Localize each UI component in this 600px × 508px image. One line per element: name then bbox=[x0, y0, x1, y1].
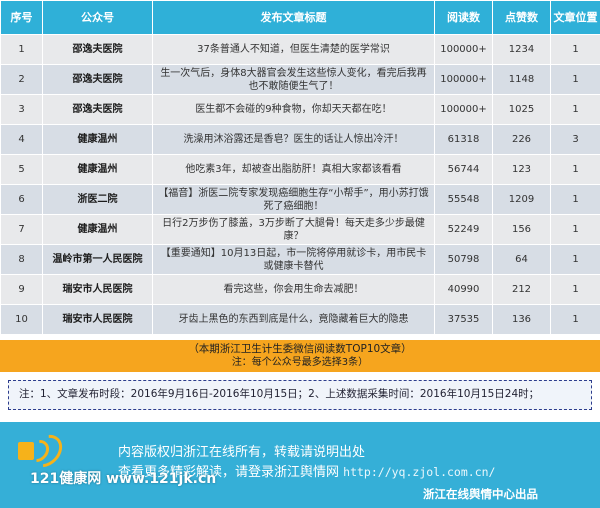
row-title: 日行2万步伤了膝盖，3万步断了大腿骨！每天走多少步最健康？ bbox=[152, 214, 435, 245]
more-info-line: 查看更多精彩解读，请登录浙江舆情网 http://yq.zjol.com.cn/ bbox=[118, 461, 495, 480]
row-position: 1 bbox=[550, 184, 600, 215]
row-account: 健康温州 bbox=[42, 154, 153, 185]
header-reads: 阅读数 bbox=[434, 0, 493, 35]
watermark: 121健康网 www.121jk.cn bbox=[30, 471, 217, 487]
table-row: 2 邵逸夫医院 生一次气后，身体8大器官会发生这些惊人变化，看完后我再也不敢随便… bbox=[0, 64, 600, 95]
header-title: 发布文章标题 bbox=[152, 0, 435, 35]
row-account: 瑞安市人民医院 bbox=[42, 274, 153, 305]
row-no: 3 bbox=[0, 94, 43, 125]
data-period-note: 注：1、文章发布时段：2016年9月16日-2016年10月15日；2、上述数据… bbox=[8, 380, 592, 410]
copyright-notice: 内容版权归浙江在线所有，转载请说明出处 bbox=[118, 445, 366, 460]
table-caption: （本期浙江卫生计生委微信阅读数TOP10文章） 注：每个公众号最多选择3条） bbox=[0, 340, 600, 372]
row-reads: 37535 bbox=[434, 304, 493, 335]
row-reads: 100000+ bbox=[434, 94, 493, 125]
row-reads: 50798 bbox=[434, 244, 493, 275]
row-no: 4 bbox=[0, 124, 43, 155]
row-likes: 212 bbox=[492, 274, 551, 305]
table-row: 5 健康温州 他吃素3年，却被查出脂肪肝！真相大家都该看看 56744 123 … bbox=[0, 154, 600, 185]
row-title: 看完这些，你会用生命去减肥！ bbox=[152, 274, 435, 305]
footer-banner: 内容版权归浙江在线所有，转载请说明出处 查看更多精彩解读，请登录浙江舆情网 ht… bbox=[0, 422, 600, 508]
row-account: 邵逸夫医院 bbox=[42, 34, 153, 65]
row-account: 健康温州 bbox=[42, 214, 153, 245]
row-likes: 226 bbox=[492, 124, 551, 155]
row-no: 2 bbox=[0, 64, 43, 95]
row-reads: 61318 bbox=[434, 124, 493, 155]
table-row: 7 健康温州 日行2万步伤了膝盖，3万步断了大腿骨！每天走多少步最健康？ 522… bbox=[0, 214, 600, 245]
table-header-row: 序号 公众号 发布文章标题 阅读数 点赞数 文章位置 bbox=[0, 0, 600, 35]
row-no: 9 bbox=[0, 274, 43, 305]
ranking-table-wrapper: 序号 公众号 发布文章标题 阅读数 点赞数 文章位置 1 邵逸夫医院 37条普通… bbox=[0, 0, 600, 335]
row-likes: 156 bbox=[492, 214, 551, 245]
row-reads: 100000+ bbox=[434, 64, 493, 95]
row-no: 8 bbox=[0, 244, 43, 275]
row-position: 1 bbox=[550, 304, 600, 335]
row-no: 6 bbox=[0, 184, 43, 215]
row-likes: 1148 bbox=[492, 64, 551, 95]
row-no: 1 bbox=[0, 34, 43, 65]
row-title: 生一次气后，身体8大器官会发生这些惊人变化，看完后我再也不敢随便生气了！ bbox=[152, 64, 435, 95]
row-no: 5 bbox=[0, 154, 43, 185]
caption-note: 注：每个公众号最多选择3条） bbox=[231, 357, 369, 368]
row-account: 浙医二院 bbox=[42, 184, 153, 215]
row-reads: 100000+ bbox=[434, 34, 493, 65]
row-reads: 55548 bbox=[434, 184, 493, 215]
speaker-icon bbox=[14, 428, 69, 474]
publisher-credit: 浙江在线舆情中心出品 bbox=[423, 487, 538, 501]
row-title: 洗澡用沐浴露还是香皂？医生的话让人惊出冷汗！ bbox=[152, 124, 435, 155]
row-position: 1 bbox=[550, 274, 600, 305]
row-title: 医生都不会碰的9种食物，你却天天都在吃！ bbox=[152, 94, 435, 125]
more-info-text: 查看更多精彩解读，请登录浙江舆情网 bbox=[118, 465, 340, 480]
table-row: 1 邵逸夫医院 37条普通人不知道，但医生清楚的医学常识 100000+ 123… bbox=[0, 34, 600, 65]
row-likes: 123 bbox=[492, 154, 551, 185]
row-position: 1 bbox=[550, 34, 600, 65]
row-position: 3 bbox=[550, 124, 600, 155]
row-reads: 52249 bbox=[434, 214, 493, 245]
row-account: 瑞安市人民医院 bbox=[42, 304, 153, 335]
row-position: 1 bbox=[550, 214, 600, 245]
row-position: 1 bbox=[550, 154, 600, 185]
row-no: 10 bbox=[0, 304, 43, 335]
table-row: 6 浙医二院 【福音】浙医二院专家发现癌细胞生存“小帮手”，用小苏打饿死了癌细胞… bbox=[0, 184, 600, 215]
header-likes: 点赞数 bbox=[492, 0, 551, 35]
row-position: 1 bbox=[550, 64, 600, 95]
site-url-link[interactable]: http://yq.zjol.com.cn/ bbox=[343, 465, 496, 479]
row-likes: 64 bbox=[492, 244, 551, 275]
row-title: 【重要通知】10月13日起，市一院将停用就诊卡，用市民卡或健康卡替代 bbox=[152, 244, 435, 275]
row-reads: 56744 bbox=[434, 154, 493, 185]
row-title: 【福音】浙医二院专家发现癌细胞生存“小帮手”，用小苏打饿死了癌细胞！ bbox=[152, 184, 435, 215]
table-row: 10 瑞安市人民医院 牙齿上黑色的东西到底是什么，竟隐藏着巨大的隐患 37535… bbox=[0, 304, 600, 335]
table-row: 9 瑞安市人民医院 看完这些，你会用生命去减肥！ 40990 212 1 bbox=[0, 274, 600, 305]
row-position: 1 bbox=[550, 94, 600, 125]
row-account: 健康温州 bbox=[42, 124, 153, 155]
row-likes: 136 bbox=[492, 304, 551, 335]
header-position: 文章位置 bbox=[550, 0, 600, 35]
header-no: 序号 bbox=[0, 0, 43, 35]
row-position: 1 bbox=[550, 244, 600, 275]
row-account: 邵逸夫医院 bbox=[42, 94, 153, 125]
table-row: 3 邵逸夫医院 医生都不会碰的9种食物，你却天天都在吃！ 100000+ 102… bbox=[0, 94, 600, 125]
row-account: 温岭市第一人民医院 bbox=[42, 244, 153, 275]
table-row: 4 健康温州 洗澡用沐浴露还是香皂？医生的话让人惊出冷汗！ 61318 226 … bbox=[0, 124, 600, 155]
row-account: 邵逸夫医院 bbox=[42, 64, 153, 95]
row-likes: 1025 bbox=[492, 94, 551, 125]
row-likes: 1209 bbox=[492, 184, 551, 215]
row-title: 牙齿上黑色的东西到底是什么，竟隐藏着巨大的隐患 bbox=[152, 304, 435, 335]
header-account: 公众号 bbox=[42, 0, 153, 35]
table-row: 8 温岭市第一人民医院 【重要通知】10月13日起，市一院将停用就诊卡，用市民卡… bbox=[0, 244, 600, 275]
row-likes: 1234 bbox=[492, 34, 551, 65]
row-title: 37条普通人不知道，但医生清楚的医学常识 bbox=[152, 34, 435, 65]
caption-title: （本期浙江卫生计生委微信阅读数TOP10文章） bbox=[188, 343, 412, 355]
row-reads: 40990 bbox=[434, 274, 493, 305]
row-title: 他吃素3年，却被查出脂肪肝！真相大家都该看看 bbox=[152, 154, 435, 185]
ranking-table: 序号 公众号 发布文章标题 阅读数 点赞数 文章位置 1 邵逸夫医院 37条普通… bbox=[0, 0, 600, 335]
row-no: 7 bbox=[0, 214, 43, 245]
